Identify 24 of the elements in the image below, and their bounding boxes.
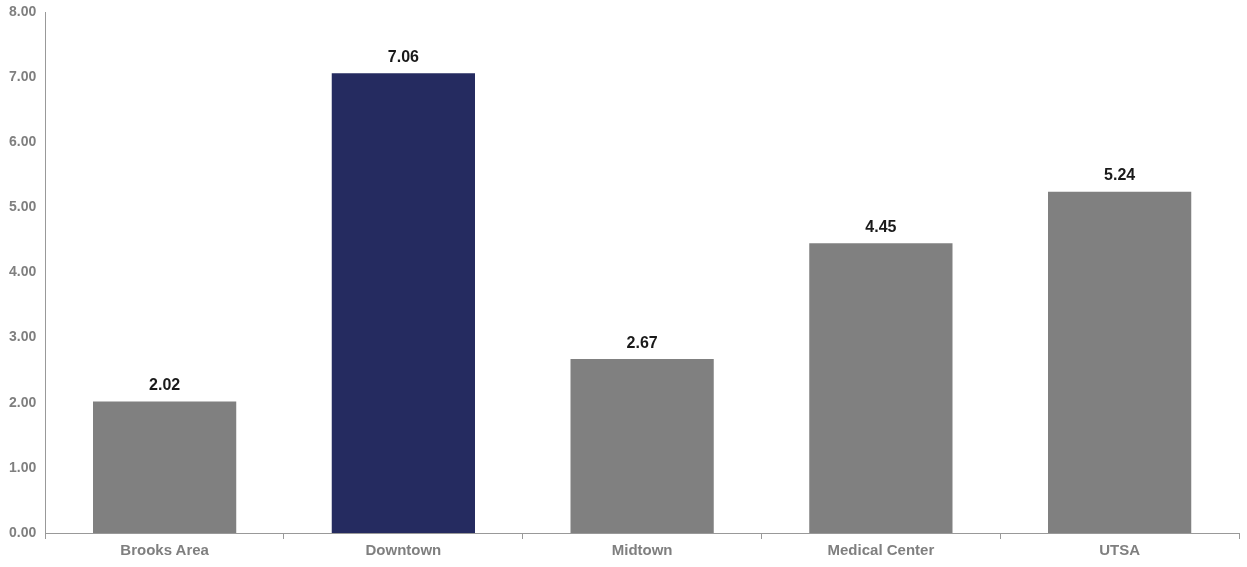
bar — [331, 73, 475, 533]
data-label: 7.06 — [387, 47, 420, 65]
y-tick-label: 4.00 — [9, 263, 37, 280]
bar — [1048, 191, 1192, 533]
data-label: 2.67 — [626, 333, 658, 351]
y-tick-label: 5.00 — [9, 198, 37, 215]
y-tick-label: 2.00 — [9, 393, 37, 410]
x-tick-label: Midtown — [611, 541, 673, 559]
x-tick-label: Medical Center — [827, 541, 935, 559]
bar — [93, 401, 237, 533]
data-label: 5.24 — [1104, 166, 1136, 184]
y-tick-label: 3.00 — [9, 328, 37, 345]
y-tick-label: 0.00 — [9, 523, 37, 540]
data-label: 2.02 — [149, 375, 181, 393]
y-tick-label: 6.00 — [9, 133, 37, 150]
bar — [809, 243, 953, 533]
y-tick-label: 7.00 — [9, 67, 37, 84]
y-tick-label: 1.00 — [9, 458, 37, 475]
x-tick-label: UTSA — [1099, 541, 1141, 559]
data-label: 4.45 — [865, 217, 897, 235]
x-tick-label: Downtown — [365, 541, 442, 559]
x-tick-label: Brooks Area — [120, 541, 210, 559]
y-tick-label: 8.00 — [9, 2, 37, 19]
bar — [570, 359, 714, 533]
